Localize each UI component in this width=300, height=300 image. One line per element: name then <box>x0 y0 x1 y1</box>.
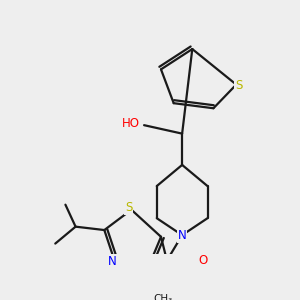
Text: S: S <box>235 79 242 92</box>
Text: N: N <box>178 229 187 242</box>
Text: HO: HO <box>122 117 140 130</box>
Text: N: N <box>108 255 116 268</box>
Text: S: S <box>125 201 133 214</box>
Text: O: O <box>198 254 208 267</box>
Text: CH₃: CH₃ <box>154 294 173 300</box>
